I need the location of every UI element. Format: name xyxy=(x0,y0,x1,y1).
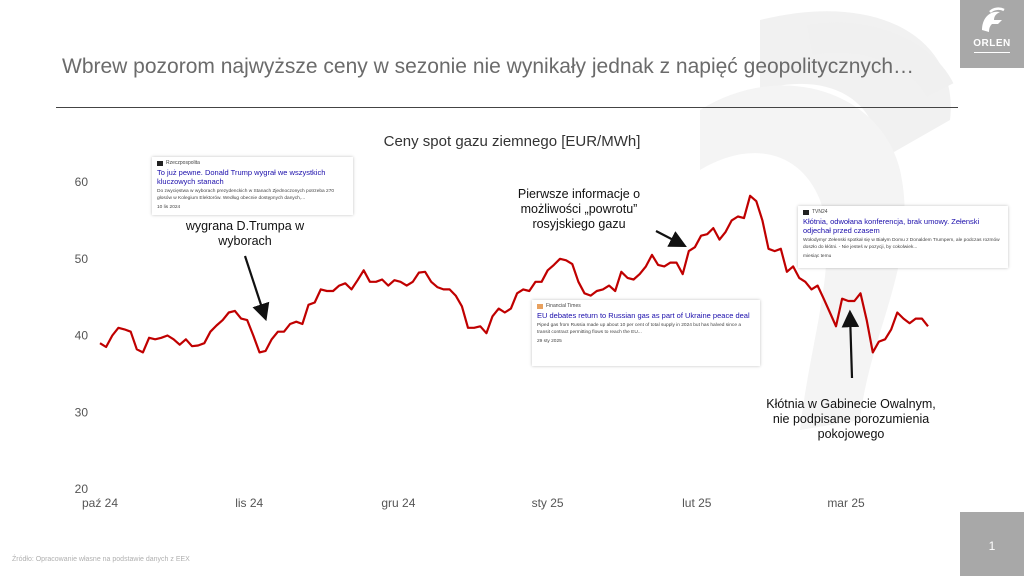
annotation-oval-office: Kłótnia w Gabinecie Owalnym, nie podpisa… xyxy=(766,397,936,441)
chart-title: Ceny spot gazu ziemnego [EUR/MWh] xyxy=(383,133,641,150)
annotation-arrow-russian-gas xyxy=(655,230,687,248)
news-card-rzeczpospolita[interactable]: Rzeczpospolita To już pewne. Donald Trum… xyxy=(152,157,353,215)
logo-underline xyxy=(974,52,1010,53)
news-card-headline[interactable]: EU debates return to Russian gas as part… xyxy=(537,311,750,320)
news-card-source: TVN24 xyxy=(803,209,1003,215)
news-card-headline[interactable]: To już pewne. Donald Trump wygrał we wsz… xyxy=(157,168,326,186)
y-tick-label: 50 xyxy=(75,252,89,266)
annotation-arrow-oval-office xyxy=(841,309,860,379)
page-number-box: 1 xyxy=(960,512,1024,576)
y-tick-label: 40 xyxy=(75,329,89,343)
annotation-arrow-trump xyxy=(243,255,270,322)
newspaper-icon xyxy=(157,160,163,166)
x-tick-label: gru 24 xyxy=(381,496,415,510)
newspaper-icon xyxy=(803,209,809,215)
x-tick-label: mar 25 xyxy=(827,496,865,510)
y-tick-label: 20 xyxy=(75,482,89,496)
news-card-headline[interactable]: Kłótnia, odwołana konferencja, brak umow… xyxy=(803,217,980,235)
news-card-date: miesiąc temu xyxy=(803,254,832,259)
orlen-logo: ORLEN xyxy=(960,0,1024,68)
x-tick-label: paź 24 xyxy=(82,496,118,510)
news-card-financial-times[interactable]: Financial Times EU debates return to Rus… xyxy=(532,300,760,366)
logo-text: ORLEN xyxy=(973,38,1011,49)
newspaper-icon xyxy=(537,303,543,309)
x-tick-label: lut 25 xyxy=(682,496,712,510)
orlen-dragon-icon xyxy=(982,7,1005,32)
source-note: Źródło: Opracowanie własne na podstawie … xyxy=(12,556,190,563)
x-tick-label: lis 24 xyxy=(235,496,263,510)
annotation-russian-gas: Pierwsze informacje o możliwości „powrot… xyxy=(517,187,641,231)
y-tick-label: 60 xyxy=(75,175,89,189)
news-card-body: Wołodymyr Zełenski spotkał się w Białym … xyxy=(803,238,1000,250)
annotation-trump: wygrana D.Trumpa w wyborach xyxy=(185,219,305,248)
news-card-date: 29 sty 2025 xyxy=(537,339,562,344)
news-card-body: Piped gas from Russia made up about 10 p… xyxy=(537,323,741,335)
slide-title: Wbrew pozorom najwyższe ceny w sezonie n… xyxy=(62,55,915,78)
news-card-tvn24[interactable]: TVN24 Kłótnia, odwołana konferencja, bra… xyxy=(798,206,1008,268)
news-card-body: Do zwycięstwa w wyborach prezydenckich w… xyxy=(157,189,335,201)
news-card-source: Rzeczpospolita xyxy=(157,160,348,166)
series-line xyxy=(99,194,929,354)
title-divider xyxy=(56,107,958,108)
page-number: 1 xyxy=(988,539,996,553)
y-tick-label: 30 xyxy=(75,405,89,419)
news-card-date: 10 lis 2024 xyxy=(157,205,181,210)
news-card-source: Financial Times xyxy=(537,303,755,309)
x-tick-label: sty 25 xyxy=(532,496,564,510)
